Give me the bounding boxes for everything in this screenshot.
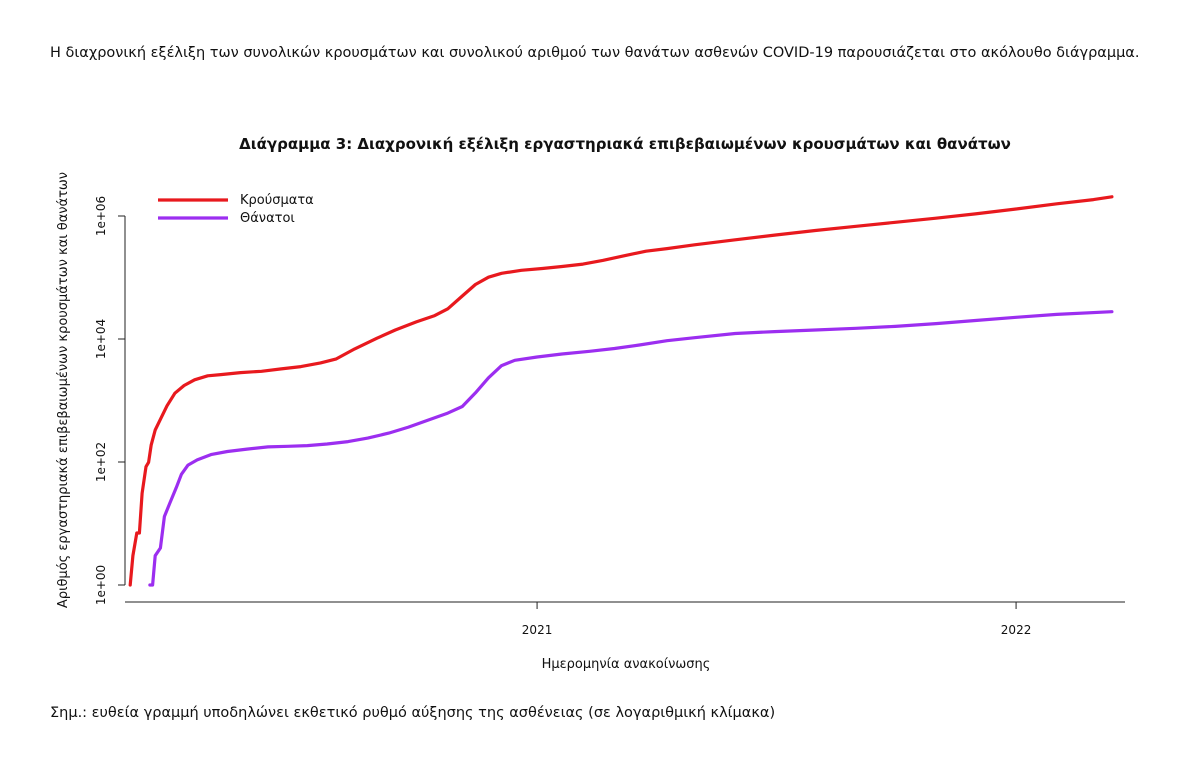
y-tick-label: 1e+04: [94, 319, 108, 359]
footnote: Σημ.: ευθεία γραμμή υποδηλώνει εκθετικό …: [50, 705, 776, 721]
y-axis-label: Αριθμός εργαστηριακά επιβεβαιωμένων κρου…: [56, 172, 71, 608]
x-tick-label: 2022: [1001, 623, 1032, 637]
x-axis-label: Ημερομηνία ανακοίνωσης: [542, 657, 711, 672]
chart-legend: Κρούσματα Θάνατοι: [158, 193, 314, 226]
y-axis: 1e+00 1e+02 1e+04 1e+06: [94, 196, 126, 605]
x-tick-label: 2021: [522, 623, 553, 637]
line-chart: Διάγραμμα 3: Διαχρονική εξέλιξη εργαστηρ…: [56, 135, 1125, 672]
x-axis: 2021 2022: [125, 601, 1125, 637]
y-tick-label: 1e+02: [94, 442, 108, 482]
intro-paragraph: Η διαχρονική εξέλιξη των συνολικών κρουσ…: [50, 45, 1140, 61]
series-layer: [128, 195, 1114, 587]
legend-label: Κρούσματα: [240, 193, 314, 208]
y-tick-label: 1e+00: [94, 565, 108, 605]
series-line-deaths: [148, 310, 1114, 587]
legend-label: Θάνατοι: [240, 211, 295, 226]
chart-title: Διάγραμμα 3: Διαχρονική εξέλιξη εργαστηρ…: [239, 135, 1011, 153]
y-tick-label: 1e+06: [94, 196, 108, 236]
series-line-cases: [128, 195, 1114, 587]
